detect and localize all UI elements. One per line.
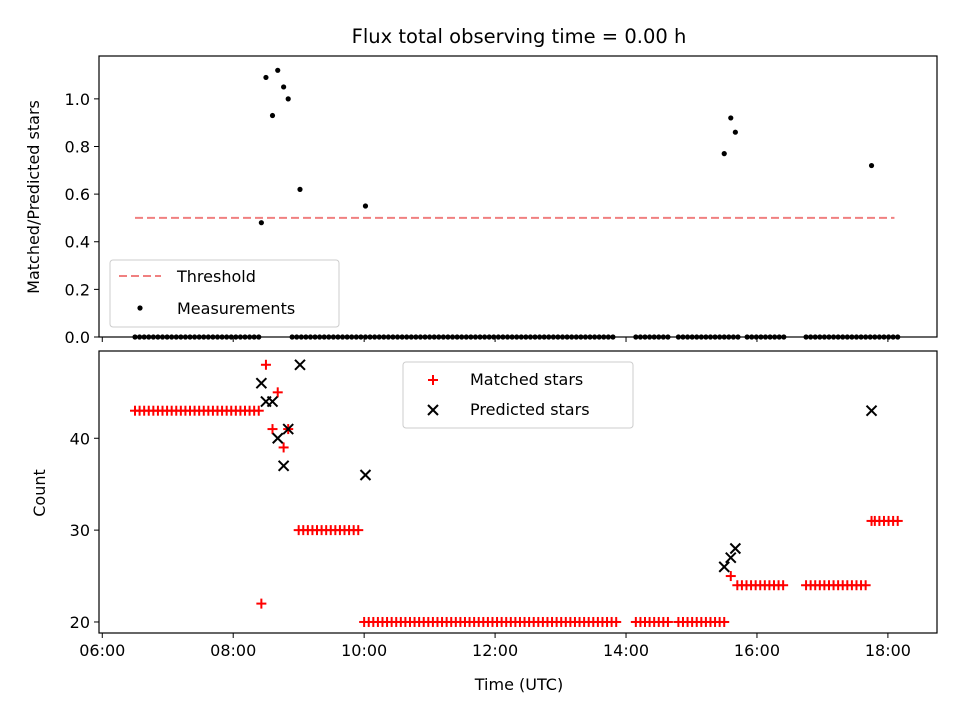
legend-matched-swatch — [428, 375, 438, 385]
bottom-legend-frame — [402, 361, 634, 429]
matched-point — [662, 616, 673, 627]
measurement-point — [732, 129, 738, 135]
bottom-y-tick-label: 30 — [70, 521, 90, 540]
top-y-tick-label: 1.0 — [65, 90, 90, 109]
top-y-tick-label: 0.0 — [65, 328, 90, 347]
predicted-point — [729, 542, 742, 555]
bottom-x-tick-label: 10:00 — [341, 641, 387, 660]
legend-measurements-swatch — [137, 305, 143, 311]
measurement-point — [728, 115, 734, 121]
predicted-point-b — [729, 542, 742, 555]
legend-predicted-marker-b — [427, 404, 439, 416]
bottom-y-axis-label: Count — [30, 469, 49, 517]
predicted-point — [865, 404, 878, 417]
predicted-point — [255, 377, 268, 389]
top-y-tick-label: 0.8 — [65, 137, 90, 156]
measurement-point — [285, 96, 291, 102]
top-panel: 0.0 0.2 0.4 0.6 0.8 1.0 — [65, 55, 938, 347]
predicted-point — [725, 551, 737, 564]
matched-point — [267, 424, 278, 435]
top-legend: Threshold Measurements — [109, 259, 340, 328]
measurement-point — [263, 74, 269, 81]
matched-point — [778, 580, 789, 591]
predicted-point-b — [865, 404, 878, 417]
matched-point — [256, 598, 267, 609]
predicted-point — [277, 460, 290, 472]
predicted-point-b — [266, 395, 279, 408]
predicted-point-b — [255, 377, 268, 389]
bottom-x-tick-label: 06:00 — [79, 641, 125, 660]
matched-point — [892, 515, 903, 526]
matched-point — [353, 525, 364, 536]
legend-measurements-label: Measurements — [177, 299, 295, 318]
measurement-point — [362, 203, 369, 209]
bottom-legend: Matched stars Predicted stars — [402, 361, 634, 429]
predicted-point-b — [359, 469, 372, 481]
matched-point — [611, 616, 622, 627]
predicted-point — [359, 469, 372, 481]
predicted-point-b — [282, 423, 294, 435]
matched-point — [260, 359, 271, 370]
legend-predicted-swatch — [427, 404, 439, 416]
predicted-point — [282, 423, 294, 435]
measurement-point — [275, 67, 281, 73]
matched-point — [860, 580, 871, 591]
legend-matched-marker — [428, 375, 438, 385]
measurement-point — [721, 151, 727, 157]
top-y-tick-label: 0.6 — [65, 185, 90, 204]
top-y-tick-label: 0.2 — [65, 280, 90, 299]
top-y-tick-label: 0.4 — [65, 233, 90, 252]
matched-point — [253, 405, 264, 416]
predicted-point — [294, 359, 306, 371]
bottom-x-tick-label: 14:00 — [603, 641, 649, 660]
legend-predicted-marker — [427, 404, 439, 416]
predicted-point-b — [272, 432, 284, 444]
chart-title: Flux total observing time = 0.00 h — [352, 25, 687, 48]
matched-point — [278, 442, 289, 453]
legend-threshold-label: Threshold — [176, 267, 256, 286]
legend-predicted-label: Predicted stars — [470, 400, 590, 419]
predicted-point — [718, 561, 730, 573]
bottom-y-tick-label: 40 — [70, 429, 90, 448]
predicted-point — [272, 432, 284, 444]
measurement-point — [281, 84, 287, 90]
bottom-panel: 06:00 08:00 10:00 12:00 14:00 16:00 18:00 20 30 4… — [70, 350, 938, 660]
top-y-axis-label: Matched/Predicted stars — [24, 100, 43, 294]
top-legend-frame — [109, 259, 340, 328]
matched-point — [719, 616, 730, 627]
legend-matched-label: Matched stars — [470, 370, 583, 389]
bottom-x-tick-label: 08:00 — [210, 641, 256, 660]
bottom-x-tick-label: 18:00 — [865, 641, 911, 660]
predicted-point-b — [294, 359, 306, 371]
predicted-point-b — [725, 551, 737, 564]
measurement-point — [269, 112, 276, 119]
predicted-point — [266, 395, 279, 408]
x-axis-label: Time (UTC) — [474, 675, 563, 694]
matched-point — [272, 387, 283, 398]
matched-point — [725, 571, 736, 582]
matched-point — [866, 515, 877, 526]
top-axes-frame — [98, 55, 938, 338]
predicted-point-b — [277, 460, 290, 472]
measurement-point — [297, 186, 303, 192]
measurement-point — [258, 220, 264, 226]
predicted-point-b — [718, 561, 730, 573]
bottom-axes-frame — [98, 350, 938, 634]
bottom-y-tick-label: 20 — [70, 613, 90, 632]
bottom-x-tick-label: 16:00 — [734, 641, 780, 660]
bottom-x-tick-label: 12:00 — [472, 641, 518, 660]
measurement-point — [868, 162, 875, 169]
